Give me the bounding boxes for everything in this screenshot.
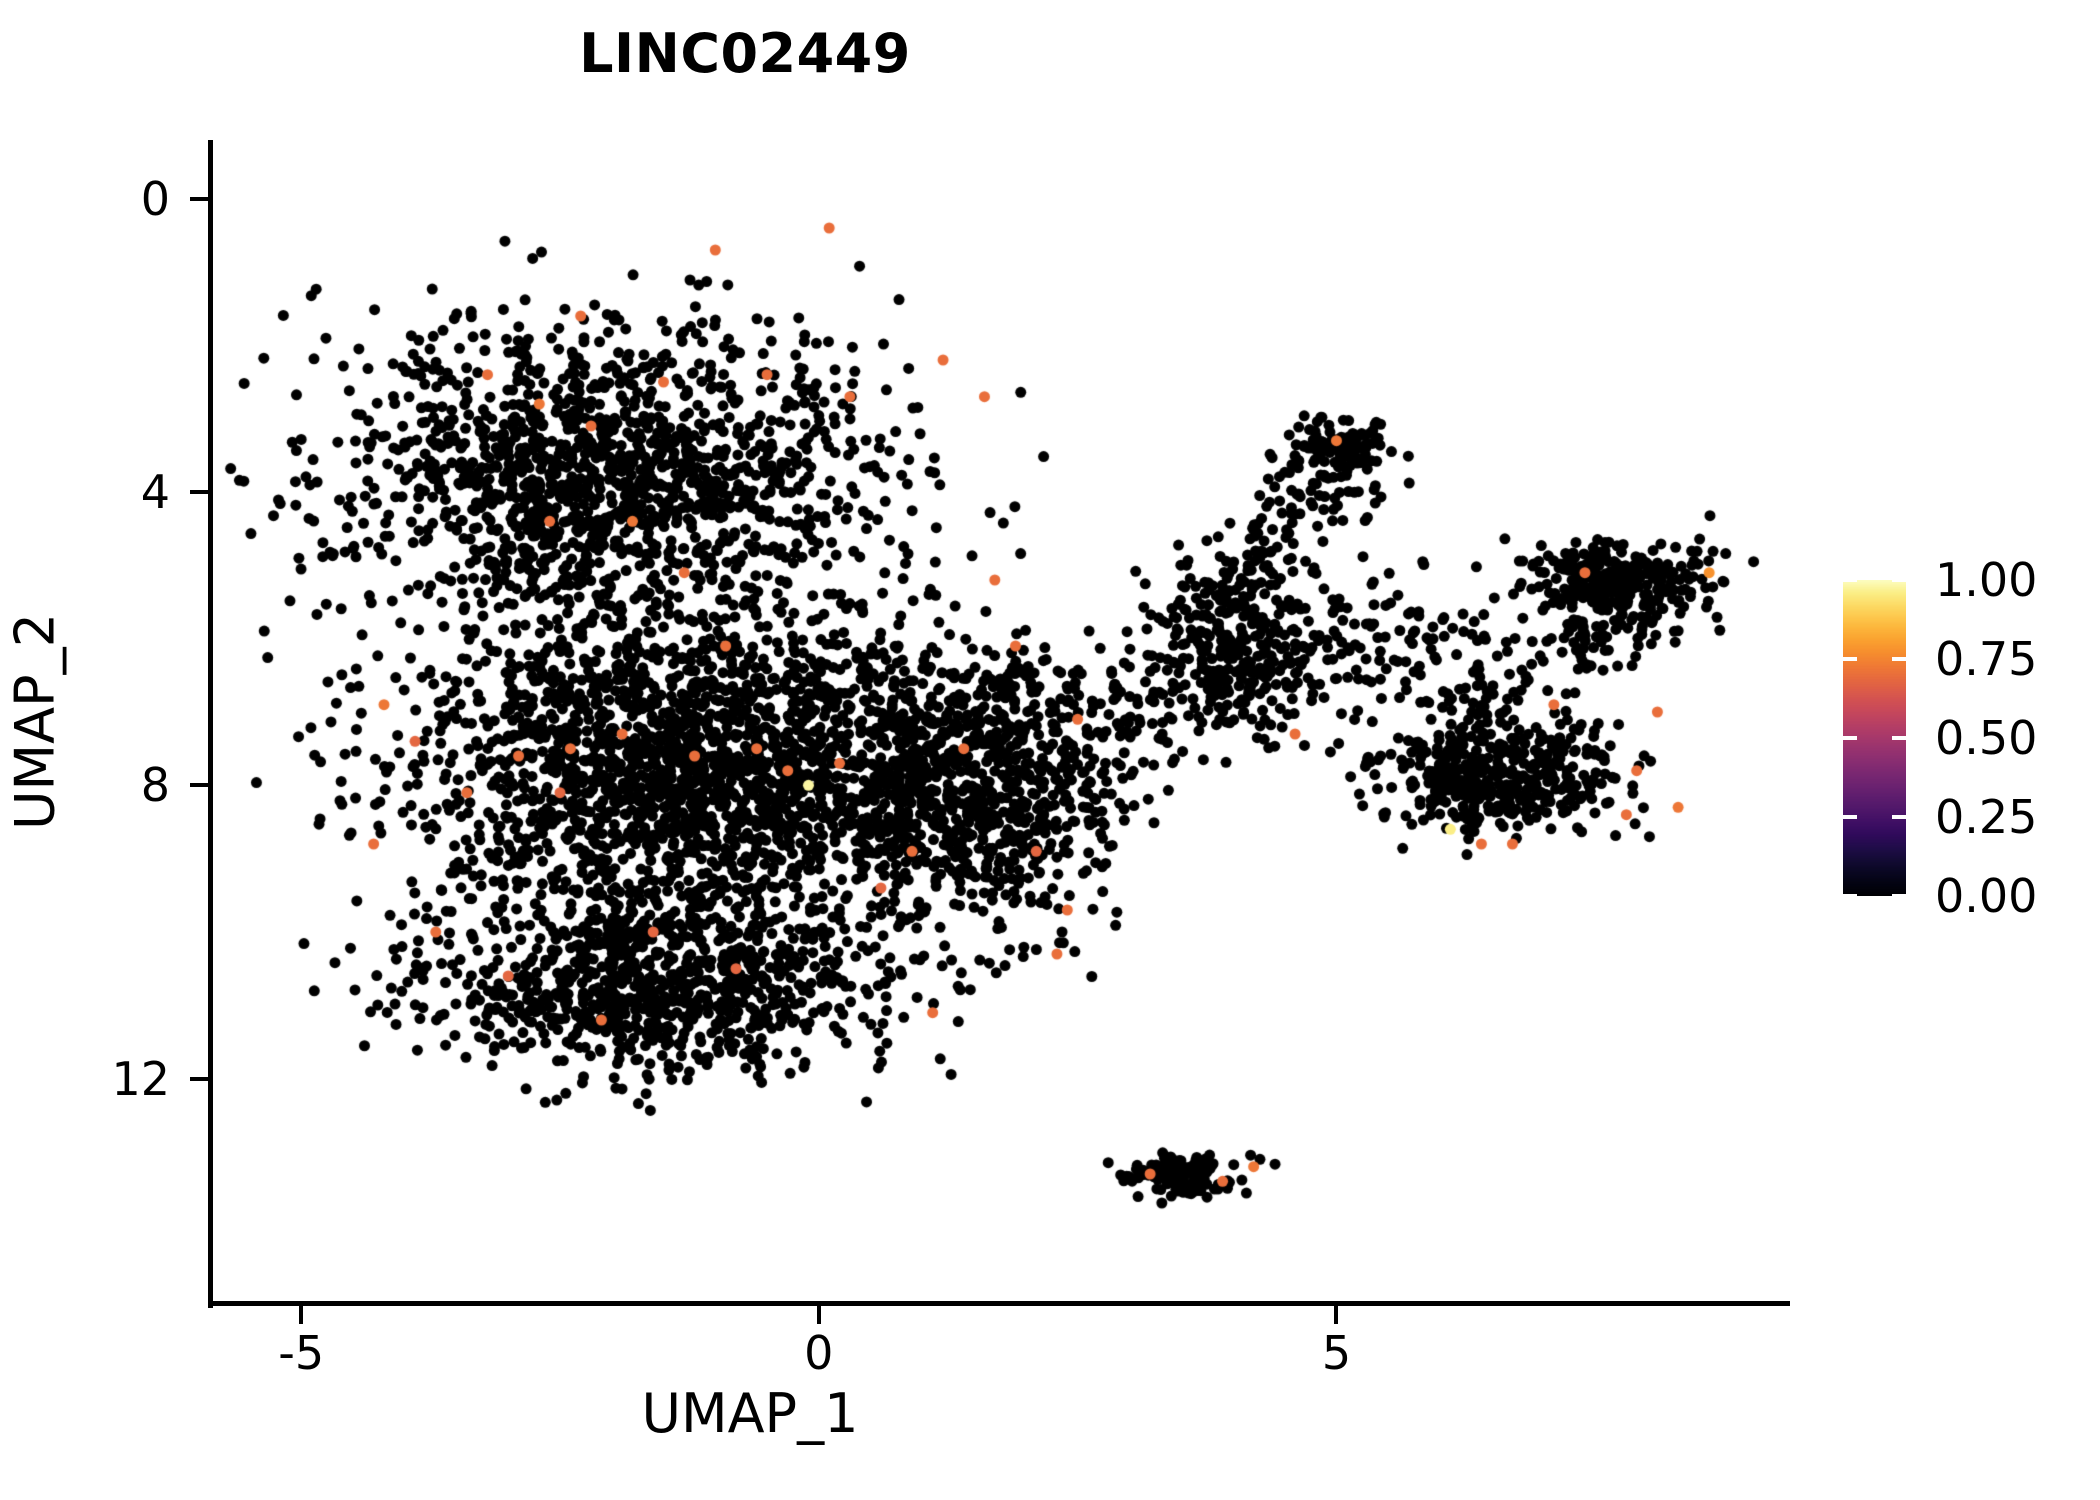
y-tick-label: 4	[140, 465, 170, 519]
x-tick-label: 5	[1321, 1326, 1352, 1380]
scatter-plot-area	[208, 140, 1792, 1306]
colorbar-tick-mark	[1892, 578, 1906, 582]
x-tick-label: 0	[804, 1326, 834, 1380]
colorbar-tick-mark	[1892, 736, 1906, 740]
colorbar-tick-mark	[1843, 578, 1857, 582]
colorbar-tick-mark	[1843, 657, 1857, 661]
y-tick-label: 12	[111, 1051, 170, 1106]
x-tick-mark	[299, 1306, 304, 1324]
colorbar-tick-mark	[1843, 815, 1857, 819]
y-tick-mark	[190, 783, 208, 788]
x-tick-label: -5	[278, 1326, 325, 1380]
x-tick-mark	[1334, 1306, 1339, 1324]
y-tick-mark	[190, 490, 208, 494]
colorbar-tick-mark	[1892, 657, 1906, 661]
scatter-points-canvas	[208, 140, 1792, 1306]
y-tick-label: 8	[140, 758, 170, 813]
colorbar-tick-label: 0.00	[1935, 869, 2038, 923]
y-axis-title: UMAP_2	[3, 613, 67, 830]
colorbar-tick-label: 0.50	[1935, 711, 2038, 765]
colorbar-tick-label: 1.00	[1935, 553, 2038, 607]
colorbar-tick-mark	[1892, 894, 1906, 898]
x-axis-title: UMAP_1	[641, 1382, 859, 1445]
y-tick-label: 0	[140, 171, 170, 226]
y-tick-mark	[190, 196, 208, 201]
y-tick-mark	[190, 1076, 208, 1081]
x-tick-mark	[816, 1306, 821, 1324]
colorbar-tick-label: 0.75	[1935, 632, 2038, 686]
colorbar-tick-mark	[1892, 815, 1906, 819]
colorbar-tick-mark	[1843, 894, 1857, 898]
colorbar-tick-label: 0.25	[1935, 790, 2038, 844]
colorbar-tick-mark	[1843, 736, 1857, 740]
page-title: LINC02449	[579, 22, 911, 85]
